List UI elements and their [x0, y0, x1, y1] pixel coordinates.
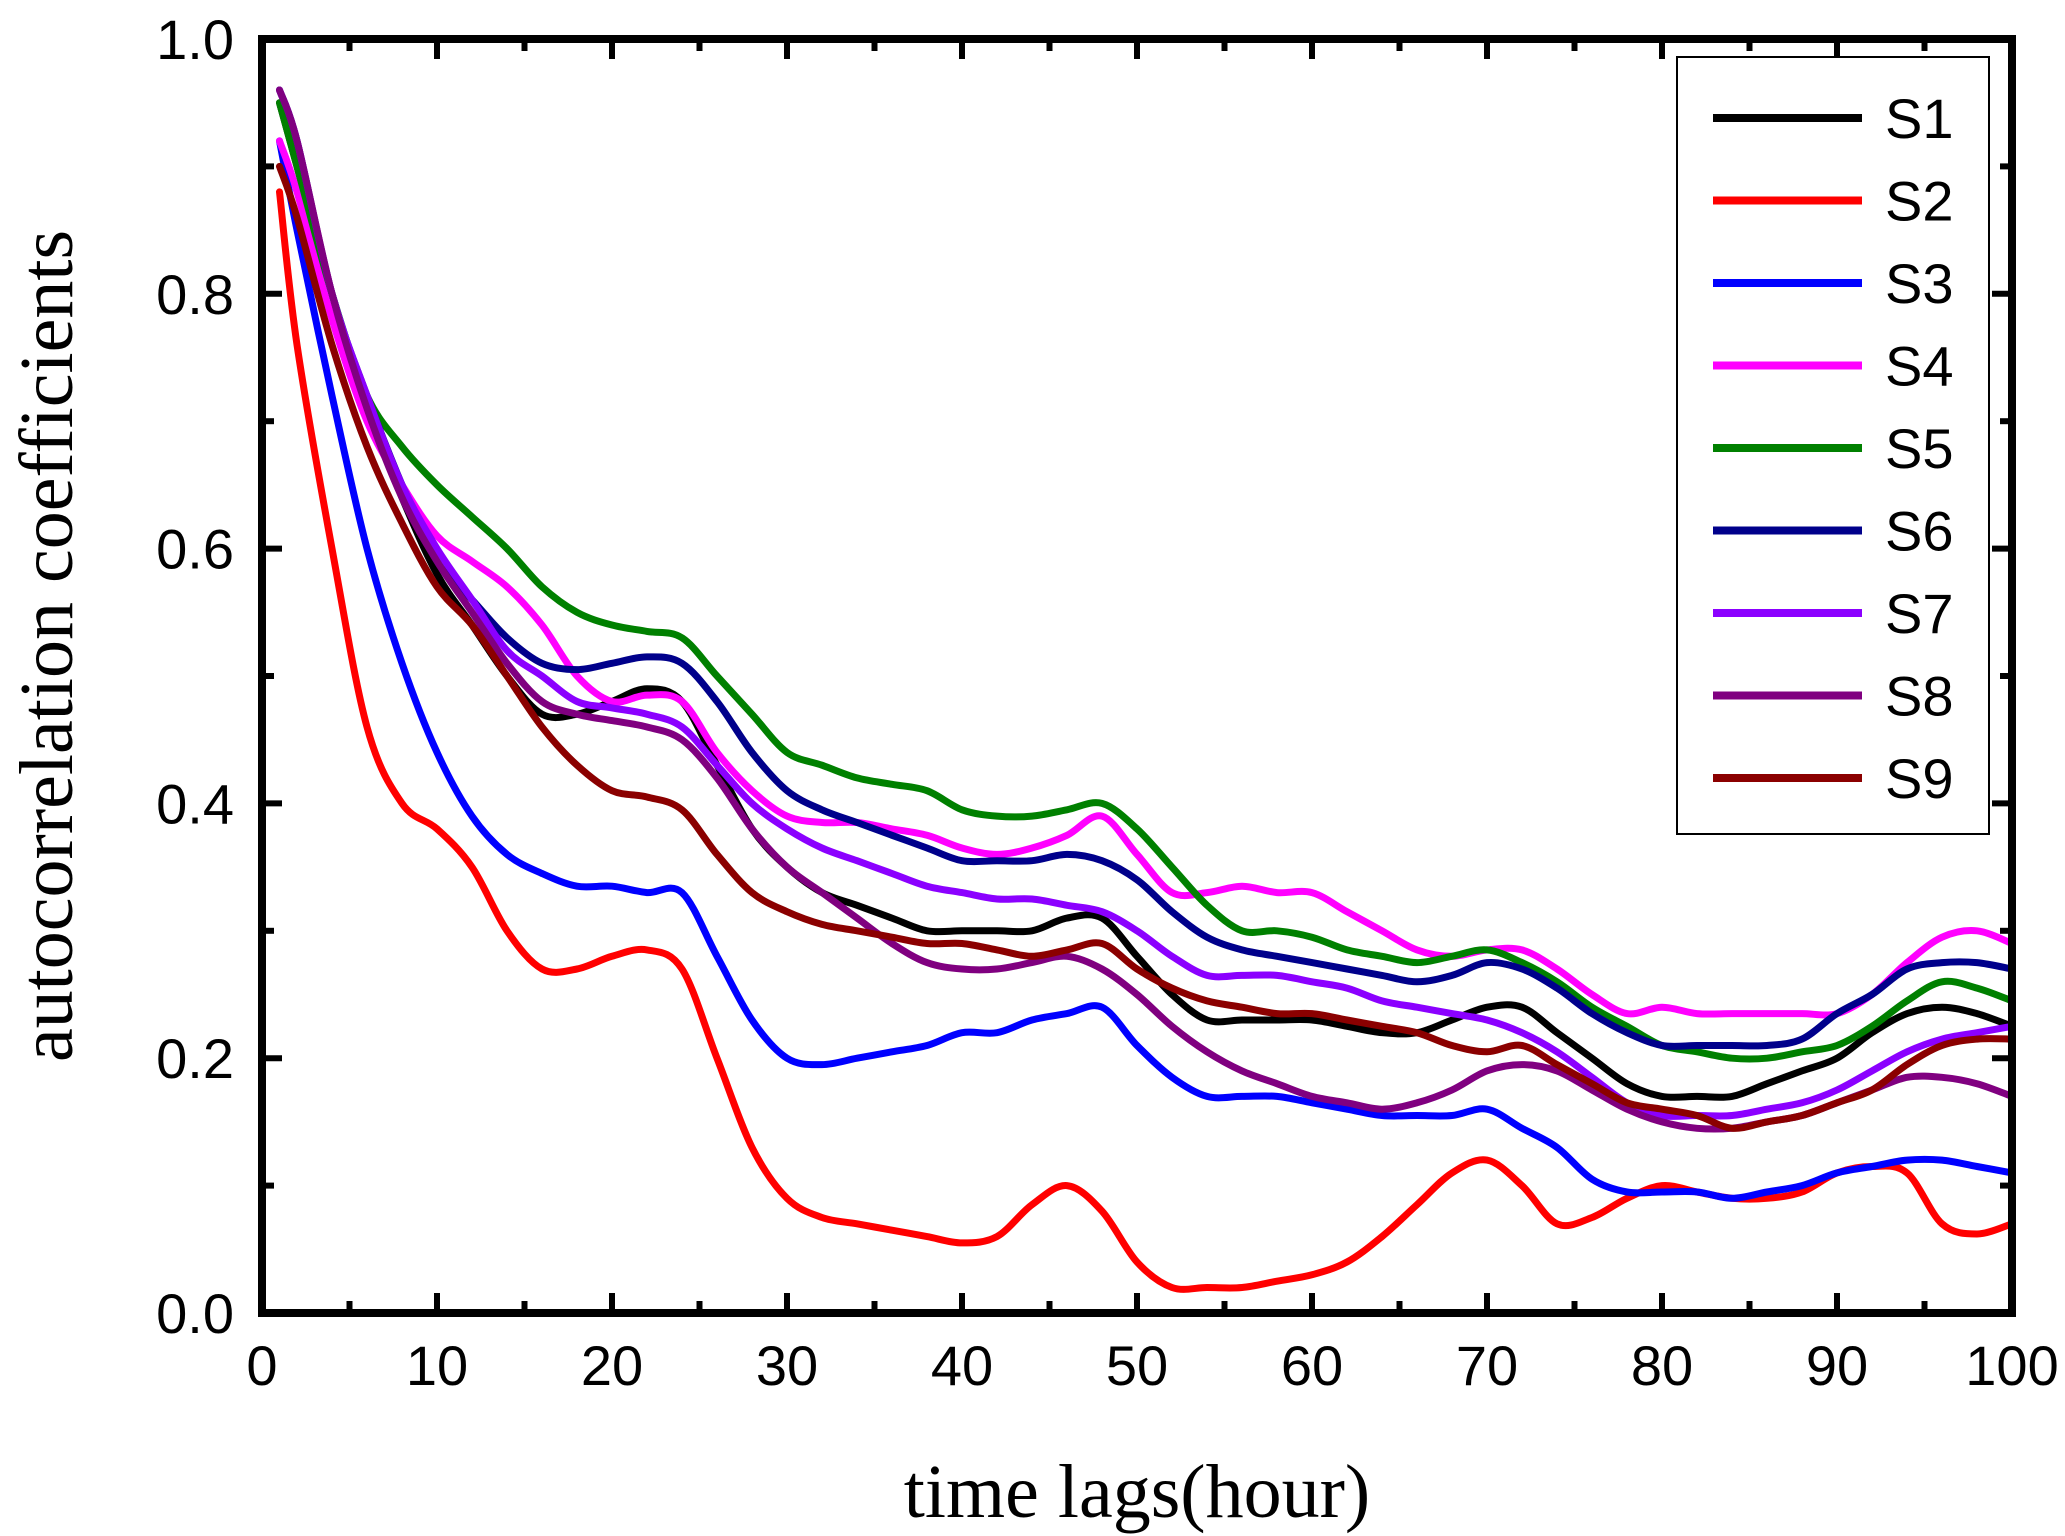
legend-label-s5: S5 — [1885, 417, 1954, 480]
x-tick-label: 80 — [1631, 1334, 1693, 1397]
series-line-s3 — [276, 137, 2016, 1202]
series-line-s8 — [276, 86, 2016, 1133]
x-tick-label: 40 — [931, 1334, 993, 1397]
x-tick-label: 20 — [581, 1334, 643, 1397]
series-line-s5 — [276, 99, 2016, 1063]
legend-label-s7: S7 — [1885, 582, 1954, 645]
plot-lines — [276, 86, 2016, 1293]
series-line-s9 — [276, 162, 2016, 1132]
legend-label-s2: S2 — [1885, 170, 1954, 233]
x-axis-title: time lags(hour) — [904, 1450, 1370, 1534]
y-tick-label: 1.0 — [156, 8, 234, 71]
y-tick-label: 0.2 — [156, 1027, 234, 1090]
x-tick-label: 0 — [246, 1334, 277, 1397]
legend-label-s3: S3 — [1885, 252, 1954, 315]
x-tick-label: 10 — [406, 1334, 468, 1397]
y-tick-label: 0.8 — [156, 263, 234, 326]
legend-items: S1 S2 S3 S4 S5 S6 S7 S8 S9 — [1713, 87, 1954, 810]
legend-label-s4: S4 — [1885, 335, 1954, 398]
legend-label-s1: S1 — [1885, 87, 1954, 150]
y-tick-labels: 0.0 0.2 0.4 0.6 0.8 1.0 — [156, 8, 234, 1345]
y-axis-title: autocorrelation coefficients — [5, 230, 89, 1062]
x-tick-label: 50 — [1106, 1334, 1168, 1397]
y-tick-label: 0.6 — [156, 518, 234, 581]
y-tick-label: 0.4 — [156, 772, 234, 835]
legend-label-s9: S9 — [1885, 747, 1954, 810]
legend: S1 S2 S3 S4 S5 S6 S7 S8 S9 — [1676, 56, 1990, 835]
x-tick-labels: 0 10 20 30 40 50 60 70 80 90 100 — [246, 1334, 2058, 1397]
series-line-s7 — [276, 86, 2016, 1120]
series-line-s4 — [276, 137, 2016, 1019]
legend-label-s8: S8 — [1885, 665, 1954, 728]
x-tick-label: 30 — [756, 1334, 818, 1397]
x-tick-label: 100 — [1965, 1334, 2058, 1397]
x-tick-label: 70 — [1456, 1334, 1518, 1397]
x-tick-label: 90 — [1806, 1334, 1868, 1397]
x-tick-label: 60 — [1281, 1334, 1343, 1397]
series-line-s6 — [276, 86, 2016, 1050]
axis-ticks — [259, 36, 2015, 1316]
y-tick-label: 0.0 — [156, 1282, 234, 1345]
legend-label-s6: S6 — [1885, 500, 1954, 563]
